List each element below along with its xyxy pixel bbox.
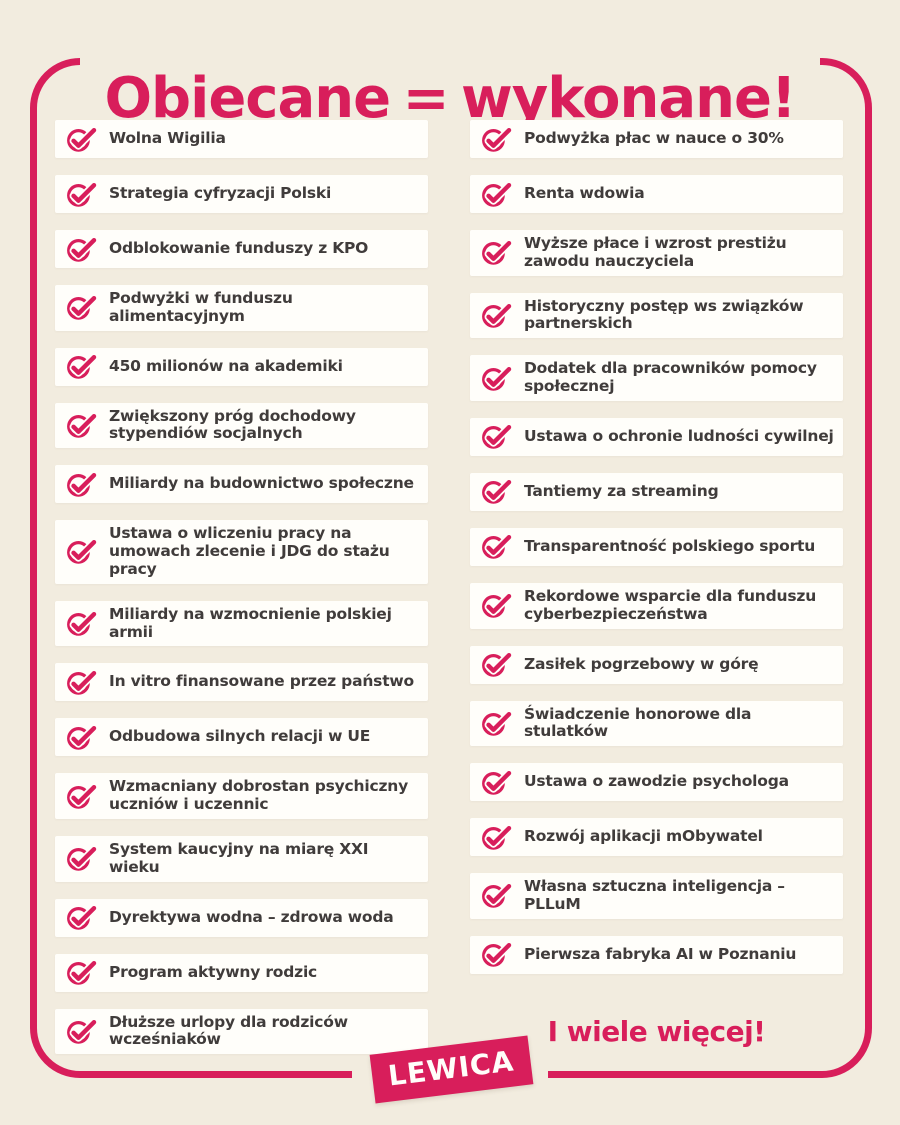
check-circle-icon: [482, 941, 513, 968]
checklist-item: Renta wdowia: [470, 175, 843, 213]
checklist-item-label: Dodatek dla pracowników pomocy społeczne…: [524, 359, 817, 396]
checklist-item-label: Pierwsza fabryka AI w Poznaniu: [524, 944, 797, 963]
check-circle-icon: [67, 610, 98, 636]
check-circle-icon: [482, 709, 513, 736]
more-label: I wiele więcej!: [547, 1014, 766, 1048]
checklist-item-label: Wolna Wigilia: [109, 129, 226, 148]
checklist-item: Transparentność polskiego sportu: [470, 527, 843, 566]
checklist-item-label: Strategia cyfryzacji Polski: [109, 184, 332, 203]
checklist-item: Program aktywny rodzic: [55, 953, 428, 992]
check-circle-icon: [67, 723, 98, 750]
checklist-item-label: Program aktywny rodzic: [109, 962, 318, 981]
checklist-item-label: Zasiłek pogrzebowy w górę: [524, 654, 759, 673]
checklist-item: Wolna Wigilia: [55, 120, 428, 158]
checklist-item-label: System kaucyjny na miarę XXI wieku: [109, 839, 369, 876]
checklist-item-label: Renta wdowia: [524, 184, 645, 203]
check-circle-icon: [67, 353, 98, 379]
checklist-item-label: 450 milionów na akademiki: [109, 356, 343, 375]
checklist-item: Strategia cyfryzacji Polski: [55, 175, 428, 213]
check-circle-icon: [482, 239, 513, 266]
checklist-item: Ustawa o ochronie ludności cywilnej: [470, 417, 843, 456]
check-circle-icon: [482, 302, 513, 328]
checklist-item: System kaucyjny na miarę XXI wieku: [55, 835, 428, 882]
check-circle-icon: [67, 668, 98, 695]
checklist-item-label: Dłuższe urlopy dla rodziców wcześniaków: [109, 1012, 348, 1049]
checklist-item-label: Tantiemy za streaming: [524, 481, 719, 500]
check-circle-icon: [67, 959, 98, 985]
checklist-item-label: Ustawa o zawodzie psychologa: [524, 772, 789, 791]
check-circle-icon: [482, 882, 513, 909]
checklist-item-label: Podwyżki w funduszu alimentacyjnym: [109, 289, 293, 325]
checklist-item: Miliardy na budownictwo społeczne: [55, 465, 428, 504]
checklist-item-label: Transparentność polskiego sportu: [524, 536, 816, 555]
checklist-item: Podwyżka płac w nauce o 30%: [470, 120, 843, 158]
checklist-item: In vitro finansowane przez państwo: [55, 663, 428, 702]
checklist-item-label: Miliardy na wzmocnienie polskiej armii: [109, 604, 392, 641]
checklist-item-label: Dyrektywa wodna – zdrowa woda: [109, 907, 394, 926]
page-title: Obiecane = wykonane!: [104, 65, 796, 131]
checklist-item: Odblokowanie funduszy z KPO: [55, 230, 428, 268]
checklist-item: 450 milionów na akademiki: [55, 347, 428, 386]
checklist-item: Dodatek dla pracowników pomocy społeczne…: [470, 355, 843, 401]
checklist-item-label: Wzmacniany dobrostan psychiczny uczniów …: [109, 777, 409, 814]
check-circle-icon: [67, 294, 98, 321]
checklist-item: Zasiłek pogrzebowy w górę: [470, 645, 843, 684]
check-circle-icon: [482, 364, 513, 391]
checklist-item-label: Rozwój aplikacji mObywatel: [524, 827, 763, 846]
checklist-item: Pierwsza fabryka AI w Poznaniu: [470, 935, 843, 974]
check-circle-icon: [67, 904, 98, 930]
checklist-item: Historyczny postęp ws związków partnersk…: [470, 292, 843, 339]
check-circle-icon: [67, 1018, 98, 1044]
check-circle-icon: [67, 538, 98, 565]
checklist-item: Ustawa o wliczeniu pracy na umowach zlec…: [55, 520, 428, 584]
checklist-item: Odbudowa silnych relacji w UE: [55, 718, 428, 757]
check-circle-icon: [67, 180, 98, 207]
check-circle-icon: [67, 125, 98, 152]
checklist-item-label: Ustawa o wliczeniu pracy na umowach zlec…: [109, 524, 390, 578]
checklist-item-label: Wyższe płace i wzrost prestiżu zawodu na…: [524, 234, 787, 270]
checklist-item: Tantiemy za streaming: [470, 472, 843, 511]
checklist-item: Dyrektywa wodna – zdrowa woda: [55, 898, 428, 937]
checklist-item: Ustawa o zawodzie psychologa: [470, 763, 843, 802]
checklist-item-label: Własna sztuczna inteligencja – PLLuM: [524, 877, 785, 913]
checklist-item: Wzmacniany dobrostan psychiczny uczniów …: [55, 773, 428, 819]
check-circle-icon: [482, 592, 513, 618]
checklist-item: Rozwój aplikacji mObywatel: [470, 818, 843, 857]
checklist-item-label: Odbudowa silnych relacji w UE: [109, 727, 371, 746]
check-circle-icon: [482, 125, 513, 152]
checklist-column-left: Wolna Wigilia Strategia cyfryzacji Polsk…: [55, 120, 428, 1055]
check-circle-icon: [482, 651, 513, 677]
checklist-item-label: Świadczenie honorowe dla stulatków: [524, 704, 752, 741]
check-circle-icon: [482, 423, 513, 450]
checklist-item-label: Miliardy na budownictwo społeczne: [109, 474, 414, 493]
check-circle-icon: [482, 768, 513, 795]
check-circle-icon: [482, 823, 513, 850]
checklist-item: Wyższe płace i wzrost prestiżu zawodu na…: [470, 230, 843, 276]
checklist-item: Podwyżki w funduszu alimentacyjnym: [55, 285, 428, 331]
checklist-item: Dłuższe urlopy dla rodziców wcześniaków: [55, 1008, 428, 1055]
checklist-item: Miliardy na wzmocnienie polskiej armii: [55, 600, 428, 647]
checklist-item: Świadczenie honorowe dla stulatków: [470, 700, 843, 747]
check-circle-icon: [482, 533, 513, 560]
checklist-item-label: Zwiększony próg dochodowy stypendiów soc…: [109, 406, 356, 443]
check-circle-icon: [67, 470, 98, 497]
checklist-item: Rekordowe wsparcie dla funduszu cyberbez…: [470, 582, 843, 629]
checklist-item-label: Rekordowe wsparcie dla funduszu cyberbez…: [524, 586, 817, 623]
checklist-item: Własna sztuczna inteligencja – PLLuM: [470, 873, 843, 919]
check-circle-icon: [67, 782, 98, 809]
check-circle-icon: [482, 180, 513, 207]
check-circle-icon: [67, 412, 98, 438]
checklist-item-label: Historyczny postęp ws związków partnersk…: [524, 296, 804, 333]
check-circle-icon: [67, 235, 98, 262]
checklist-item: Zwiększony próg dochodowy stypendiów soc…: [55, 402, 428, 449]
frame-mask-top: [80, 48, 820, 76]
checklist-item-label: Podwyżka płac w nauce o 30%: [524, 129, 784, 148]
checklist-item-label: Ustawa o ochronie ludności cywilnej: [524, 426, 834, 445]
checklist-item-label: Odblokowanie funduszy z KPO: [109, 239, 369, 258]
checklist-column-right: Podwyżka płac w nauce o 30% Renta wdowia…: [470, 120, 843, 1048]
check-circle-icon: [67, 845, 98, 872]
checklist-item-label: In vitro finansowane przez państwo: [109, 672, 414, 691]
check-circle-icon: [482, 478, 513, 505]
